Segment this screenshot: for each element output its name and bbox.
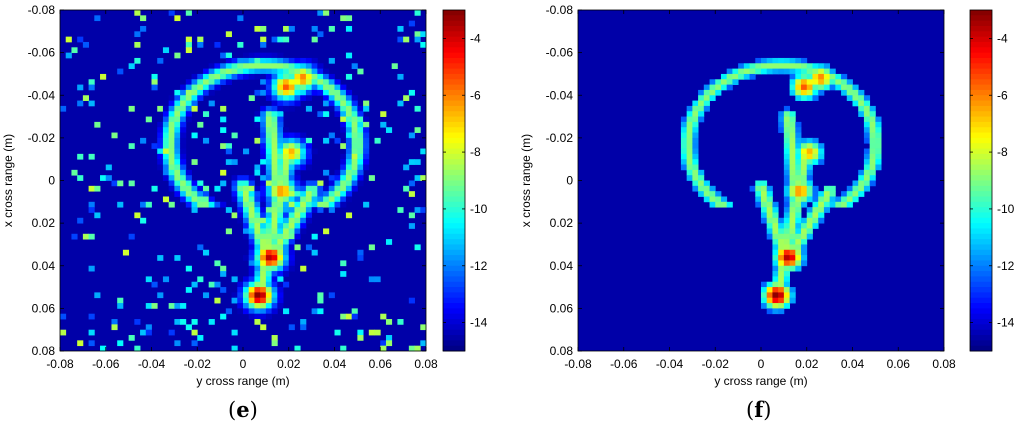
y-tick-label: -0.08 [546,3,574,17]
x-tick-label: 0.06 [369,357,393,371]
x-tick-label: -0.08 [46,357,74,371]
y-tick-label: -0.06 [546,46,574,60]
heatmap-cells [680,57,882,315]
caption-letter-e: e [236,397,250,422]
panel-caption-e: (e) [228,397,258,422]
y-tick-label: -0.04 [546,88,574,102]
heatmap-cells [60,10,427,352]
x-axis-label: y cross range (m) [196,374,289,388]
y-tick-label: -0.02 [28,131,56,145]
y-axis-label: x cross range (m) [1,134,15,227]
y-tick-label: 0.04 [550,259,574,273]
heatmap-panel-e: -0.08 -0.06 -0.04 -0.02 0 0.02 0.04 0.06 0.08-0.… [1,3,488,388]
colorbar: -4 -6 -8 -10 -12 -14 [969,9,1015,352]
y-tick-label: 0 [48,174,55,188]
y-tick-label: 0.04 [32,259,56,273]
colorbar-tick-label: -4 [470,31,481,45]
colorbar-tick-label: -4 [997,31,1008,45]
x-tick-label: -0.06 [92,357,120,371]
x-tick-label: 0.04 [841,357,865,371]
x-axis-label: y cross range (m) [714,374,807,388]
x-tick-label: 0.08 [932,357,956,371]
y-axis-label: x cross range (m) [519,134,533,227]
colorbar-tick-label: -12 [997,259,1015,273]
y-tick-label: 0 [566,174,573,188]
y-tick-label: -0.06 [28,46,56,60]
x-tick-label: -0.02 [184,357,212,371]
x-tick-label: 0.08 [414,357,438,371]
colorbar-tick-label: -14 [470,316,488,330]
colorbar-tick-label: -8 [997,145,1008,159]
x-tick-label: 0 [758,357,765,371]
y-tick-label: -0.04 [28,88,56,102]
x-tick-label: -0.08 [564,357,592,371]
colorbar-tick-label: -10 [997,202,1015,216]
x-tick-label: -0.04 [656,357,684,371]
y-tick-label: 0.06 [550,301,574,315]
y-tick-label: 0.06 [32,301,56,315]
x-tick-label: 0.02 [277,357,301,371]
y-tick-label: -0.08 [28,3,56,17]
x-tick-label: 0.06 [887,357,911,371]
y-tick-label: -0.02 [546,131,574,145]
y-tick-label: 0.02 [32,216,56,230]
colorbar-tick-label: -12 [470,259,488,273]
colorbar-tick-label: -6 [997,88,1008,102]
y-tick-label: 0.08 [550,344,574,358]
colorbar-tick-label: -14 [997,316,1015,330]
panel-caption-f: (f) [746,397,772,422]
colorbar-tick-label: -10 [470,202,488,216]
y-tick-label: 0.02 [550,216,574,230]
x-tick-label: -0.06 [610,357,638,371]
heatmap-panel-f: -0.08 -0.06 -0.04 -0.02 0 0.02 0.04 0.06 0.08-0.… [519,3,1015,388]
x-tick-label: 0.02 [795,357,819,371]
x-tick-label: 0.04 [323,357,347,371]
colorbar-tick-label: -6 [470,88,481,102]
x-tick-label: 0 [240,357,247,371]
colorbar: -4 -6 -8 -10 -12 -14 [442,9,488,352]
colorbar-tick-label: -8 [470,145,481,159]
x-tick-label: -0.04 [138,357,166,371]
y-tick-label: 0.08 [32,344,56,358]
x-tick-label: -0.02 [702,357,730,371]
caption-letter-f: f [754,397,764,422]
